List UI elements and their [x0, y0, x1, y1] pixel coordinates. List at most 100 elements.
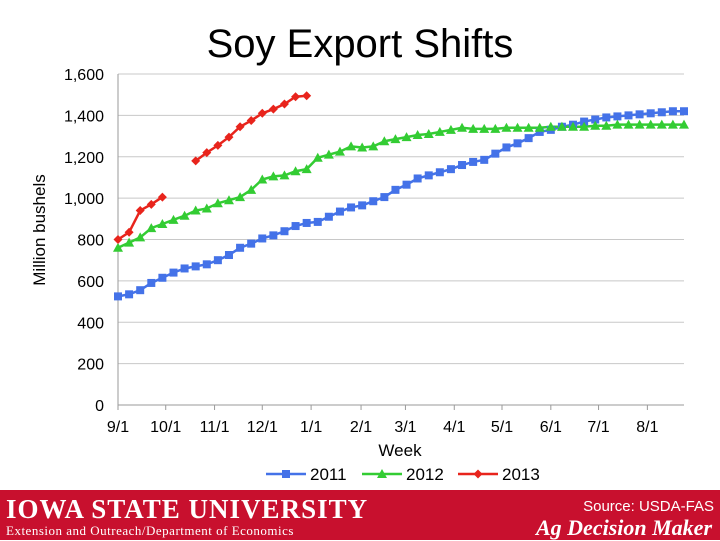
series-line-2013 — [194, 94, 307, 162]
data-point-2011 — [169, 268, 178, 277]
data-point-2012 — [235, 192, 246, 202]
data-point-2013 — [257, 108, 267, 118]
data-point-2011 — [114, 292, 122, 301]
data-point-2011 — [413, 174, 422, 183]
data-point-2011 — [435, 168, 444, 177]
data-point-2011 — [213, 256, 222, 265]
data-point-2012 — [401, 132, 412, 142]
data-point-2012 — [179, 210, 190, 220]
x-tick-label: 1/1 — [300, 419, 322, 436]
data-point-2011 — [424, 171, 433, 180]
data-point-2011 — [358, 201, 367, 210]
x-tick-label: 8/1 — [636, 419, 658, 436]
data-point-2011 — [535, 127, 544, 136]
data-point-2012 — [257, 174, 268, 184]
data-point-2012 — [357, 142, 368, 152]
data-point-2011 — [446, 165, 455, 174]
line-chart: 0 200 400 600 800 1,000 1,200 1,400 1,600 9/1 10/… — [30, 67, 689, 484]
data-point-2012 — [568, 121, 579, 131]
data-point-2011 — [380, 193, 389, 202]
data-point-2012 — [457, 122, 468, 132]
y-tick-labels: 0 200 400 600 800 1,000 1,200 1,400 1,600 — [64, 67, 104, 415]
data-point-2012 — [268, 171, 279, 181]
y-tick-label: 1,200 — [64, 150, 104, 167]
data-point-2012 — [168, 214, 179, 224]
data-point-2011 — [191, 262, 200, 271]
data-point-2012 — [190, 205, 201, 215]
data-point-2013 — [302, 91, 312, 101]
footer-bar: IOWA STATE UNIVERSITY Extension and Outr… — [0, 490, 720, 540]
legend-label-2013: 2013 — [502, 465, 540, 484]
y-tick-label: 400 — [77, 315, 104, 332]
data-point-2012 — [434, 126, 445, 136]
x-tick-label: 5/1 — [491, 419, 513, 436]
y-tick-label: 600 — [77, 274, 104, 291]
data-point-2012 — [157, 218, 168, 228]
x-tick-label: 3/1 — [394, 419, 416, 436]
data-point-2012 — [468, 123, 479, 133]
data-point-2011 — [668, 107, 677, 116]
data-point-2012 — [501, 122, 512, 132]
data-point-2011 — [369, 197, 378, 206]
gridlines — [118, 73, 684, 406]
data-point-2012 — [212, 198, 223, 208]
x-tick-label: 6/1 — [540, 419, 562, 436]
data-point-2012 — [479, 123, 490, 133]
data-point-2013 — [268, 104, 278, 114]
data-point-2011 — [269, 231, 278, 240]
university-wordmark: IOWA STATE UNIVERSITY — [6, 494, 369, 524]
data-point-2011 — [247, 239, 256, 248]
data-point-2013 — [124, 227, 134, 237]
data-point-2011 — [469, 157, 478, 166]
data-point-2012 — [379, 136, 390, 146]
legend-marker-2012 — [377, 469, 387, 478]
data-point-2012 — [490, 123, 501, 133]
data-point-2012 — [290, 166, 301, 176]
data-point-2012 — [346, 141, 357, 151]
data-point-2011 — [524, 134, 533, 143]
data-point-2012 — [623, 119, 634, 129]
data-point-2013 — [291, 92, 301, 102]
data-point-2012 — [312, 152, 323, 162]
data-point-2011 — [335, 207, 344, 216]
data-point-2011 — [125, 290, 134, 299]
data-point-2011 — [580, 117, 589, 126]
y-tick-label: 1,000 — [64, 191, 104, 208]
x-tick-label: 2/1 — [350, 419, 372, 436]
legend-label-2012: 2012 — [406, 465, 444, 484]
brand-wordmark: Ag Decision Maker — [536, 515, 712, 540]
series-markers — [113, 91, 689, 301]
data-point-2011 — [391, 185, 400, 194]
data-point-2012 — [679, 119, 689, 129]
data-point-2012 — [667, 119, 678, 129]
legend: 2011 2012 2013 — [266, 465, 540, 484]
data-point-2012 — [579, 121, 590, 131]
data-point-2011 — [591, 115, 600, 124]
legend-marker-2011 — [282, 470, 290, 478]
data-point-2011 — [680, 107, 688, 116]
data-point-2011 — [224, 251, 233, 260]
series-line-2012 — [117, 123, 684, 249]
x-tick-label: 4/1 — [443, 419, 465, 436]
data-point-2011 — [236, 243, 245, 252]
data-point-2012 — [545, 121, 556, 131]
data-point-2011 — [324, 212, 333, 221]
data-point-2012 — [246, 184, 257, 194]
data-point-2012 — [523, 122, 534, 132]
y-tick-label: 1,600 — [64, 67, 104, 84]
data-point-2011 — [291, 222, 300, 231]
data-point-2011 — [613, 112, 622, 121]
data-point-2011 — [136, 286, 145, 295]
data-point-2012 — [601, 120, 612, 130]
data-point-2011 — [158, 273, 167, 282]
data-point-2012 — [512, 122, 523, 132]
data-point-2012 — [556, 121, 567, 131]
data-point-2012 — [390, 134, 401, 144]
data-point-2011 — [513, 139, 522, 148]
data-point-2011 — [657, 108, 666, 117]
data-point-2012 — [445, 124, 456, 134]
data-point-2012 — [656, 119, 667, 129]
data-point-2012 — [223, 195, 234, 205]
data-point-2012 — [301, 164, 312, 174]
x-tick-labels: 9/1 10/1 11/1 12/1 1/1 2/1 3/1 4/1 5/1 6/1 7/1 8/1 — [107, 419, 659, 436]
